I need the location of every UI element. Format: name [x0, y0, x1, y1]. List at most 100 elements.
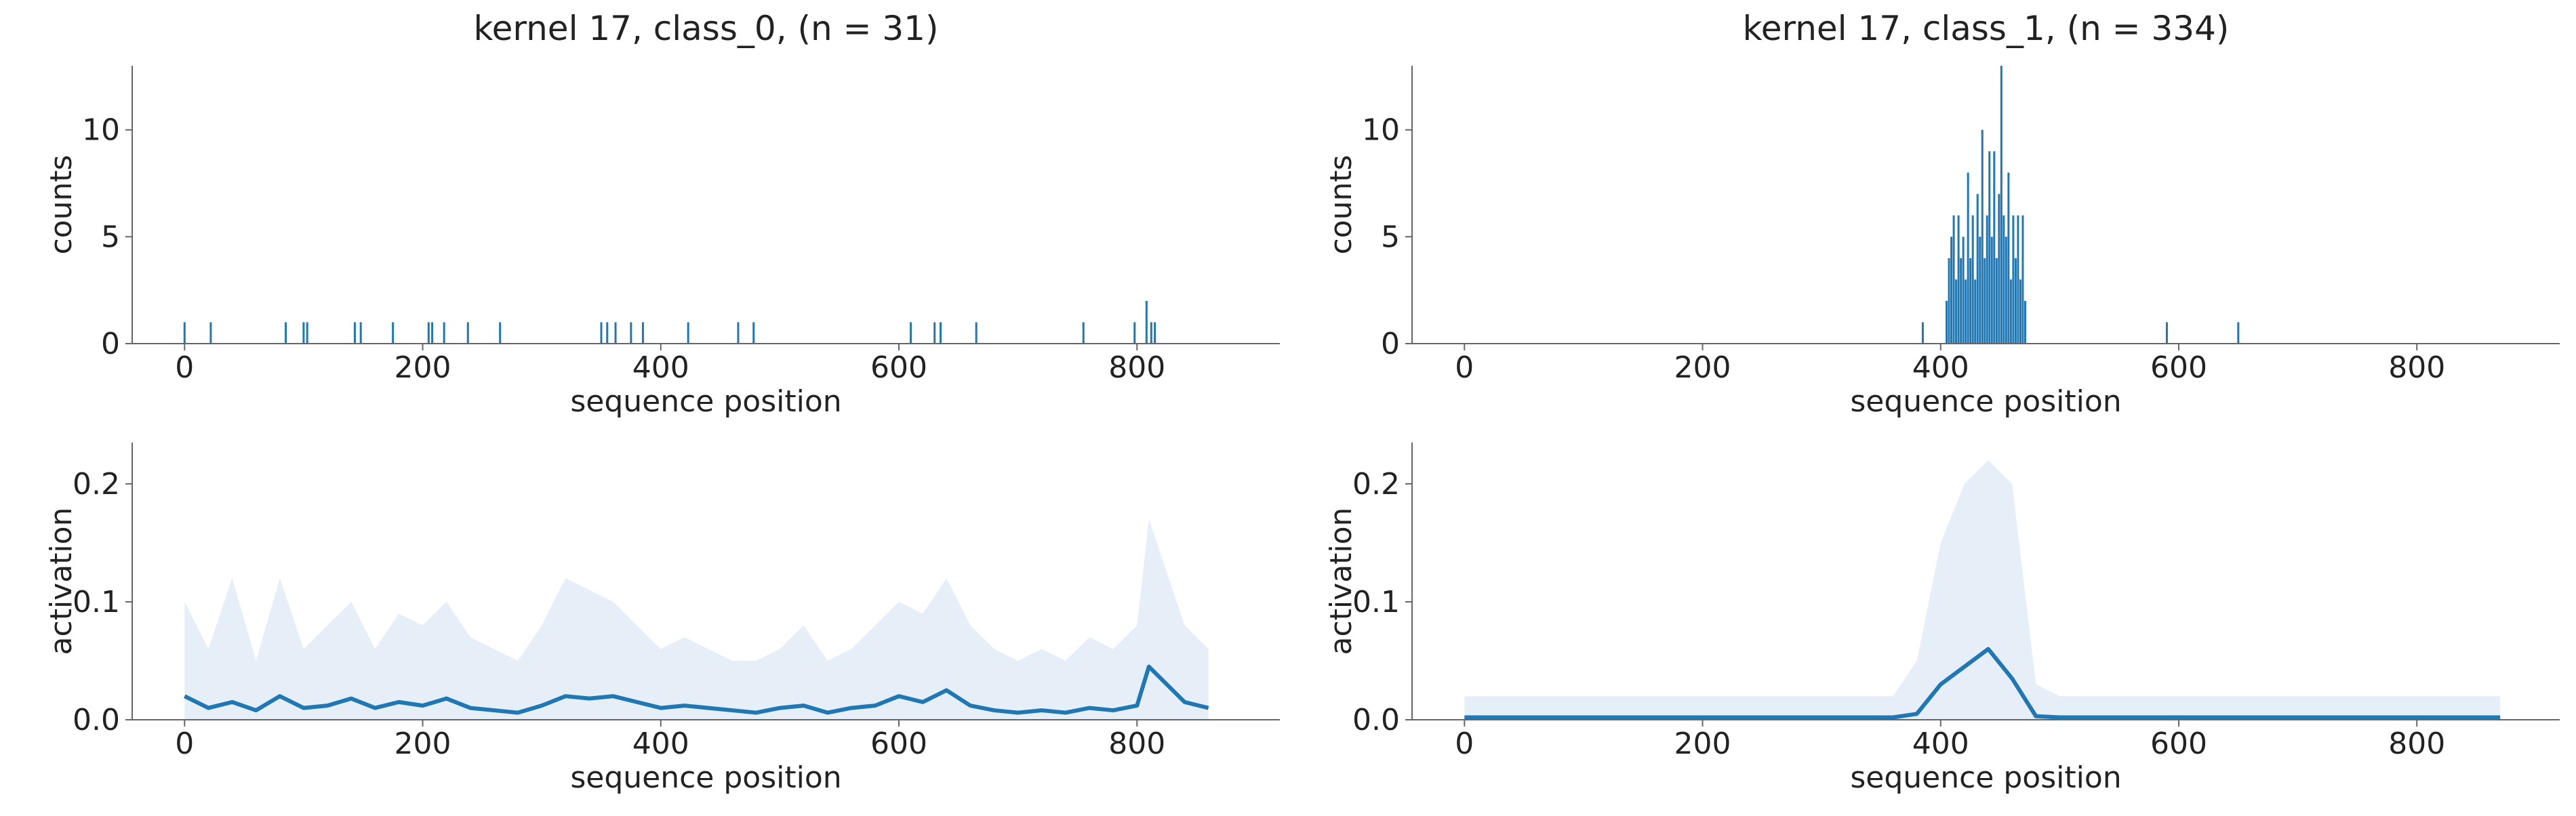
- bar: [1969, 258, 1972, 344]
- bar: [209, 322, 212, 344]
- bar: [183, 322, 186, 344]
- x-tick-label: 600: [2150, 727, 2207, 761]
- y-tick-label: 0: [101, 327, 120, 361]
- x-tick-label: 0: [175, 350, 194, 385]
- bar: [353, 322, 356, 344]
- bar: [1921, 322, 1924, 344]
- activation-band: [184, 519, 1209, 720]
- activation-band: [1464, 460, 2501, 720]
- bar: [2165, 322, 2168, 344]
- bar: [1950, 237, 1953, 344]
- bar: [1965, 279, 1967, 344]
- bar: [2019, 279, 2021, 344]
- bar: [737, 322, 740, 344]
- bar: [499, 322, 502, 344]
- chart-title: kernel 17, class_0, (n = 31): [474, 9, 939, 48]
- bar: [2021, 215, 2024, 344]
- bar: [2024, 300, 2026, 344]
- bar: [1145, 300, 1148, 344]
- x-tick-label: 0: [1455, 350, 1474, 385]
- bar: [687, 322, 689, 344]
- bar: [1960, 258, 1963, 344]
- y-tick-label: 5: [1381, 220, 1400, 254]
- x-tick-label: 0: [175, 727, 194, 761]
- x-tick-label: 200: [395, 727, 451, 761]
- x-tick-label: 800: [1108, 727, 1165, 761]
- bar: [1995, 258, 1998, 344]
- bar: [1981, 129, 1984, 344]
- x-tick-label: 800: [1108, 350, 1165, 385]
- bar: [933, 322, 936, 344]
- x-tick-label: 400: [632, 727, 689, 761]
- y-tick-label: 0.1: [73, 585, 120, 619]
- bar: [1955, 279, 1958, 344]
- bar: [2237, 322, 2240, 344]
- y-tick-label: 0.2: [73, 467, 120, 502]
- x-tick-label: 800: [2388, 350, 2445, 385]
- bar: [614, 322, 617, 344]
- bar: [2007, 172, 2010, 344]
- bar: [1988, 151, 1991, 344]
- bar: [306, 322, 308, 344]
- x-tick-label: 400: [632, 350, 689, 385]
- bar: [2003, 215, 2005, 344]
- y-tick-label: 0.0: [1352, 703, 1400, 737]
- bar: [939, 322, 942, 344]
- bar: [285, 322, 287, 344]
- x-tick-label: 200: [1674, 727, 1731, 761]
- x-tick-label: 400: [1912, 727, 1969, 761]
- bar: [1984, 258, 1986, 344]
- y-tick-label: 10: [82, 113, 120, 148]
- y-axis-label: counts: [44, 155, 79, 254]
- bar: [1948, 258, 1950, 344]
- bar: [1967, 172, 1969, 344]
- bar: [2005, 237, 2007, 344]
- bar: [1962, 237, 1965, 344]
- y-tick-label: 0.1: [1352, 585, 1400, 619]
- bar: [910, 322, 912, 344]
- x-axis-label: sequence position: [570, 384, 841, 419]
- bar: [1154, 322, 1156, 344]
- bar: [1946, 300, 1948, 344]
- bar: [1952, 215, 1955, 344]
- bar: [752, 322, 755, 344]
- bar: [1979, 237, 1981, 344]
- bar: [2012, 215, 2015, 344]
- bar: [392, 322, 395, 344]
- bar: [2017, 215, 2019, 344]
- y-tick-label: 0: [1381, 327, 1400, 361]
- bar: [600, 322, 603, 344]
- x-tick-label: 600: [870, 727, 927, 761]
- bar: [1993, 151, 1996, 344]
- x-tick-label: 0: [1455, 727, 1474, 761]
- x-axis-label: sequence position: [1850, 384, 2121, 419]
- y-tick-label: 0.0: [73, 703, 120, 737]
- y-axis-label: counts: [1324, 155, 1359, 254]
- bar: [606, 322, 609, 344]
- x-tick-label: 800: [2388, 727, 2445, 761]
- bar: [466, 322, 469, 344]
- bar: [1976, 194, 1979, 344]
- bar: [1986, 215, 1988, 344]
- bar: [443, 322, 445, 344]
- x-axis-label: sequence position: [1850, 760, 2121, 795]
- bar: [975, 322, 978, 344]
- activation-line: [1464, 647, 2501, 720]
- bar: [1082, 322, 1085, 344]
- bar: [2000, 66, 2003, 344]
- x-tick-label: 600: [2150, 350, 2207, 385]
- bar: [1150, 322, 1152, 344]
- x-tick-label: 400: [1912, 350, 1969, 385]
- bar: [302, 322, 305, 344]
- bar: [1957, 215, 1960, 344]
- bar: [641, 322, 644, 344]
- bar: [427, 322, 430, 344]
- y-axis-label: activation: [44, 508, 79, 655]
- y-tick-label: 0.2: [1352, 467, 1400, 502]
- y-axis-label: activation: [1324, 508, 1359, 655]
- activation-line: [183, 664, 1209, 715]
- bar: [431, 322, 434, 344]
- chart-title: kernel 17, class_1, (n = 334): [1743, 9, 2230, 48]
- bar: [2014, 258, 2017, 344]
